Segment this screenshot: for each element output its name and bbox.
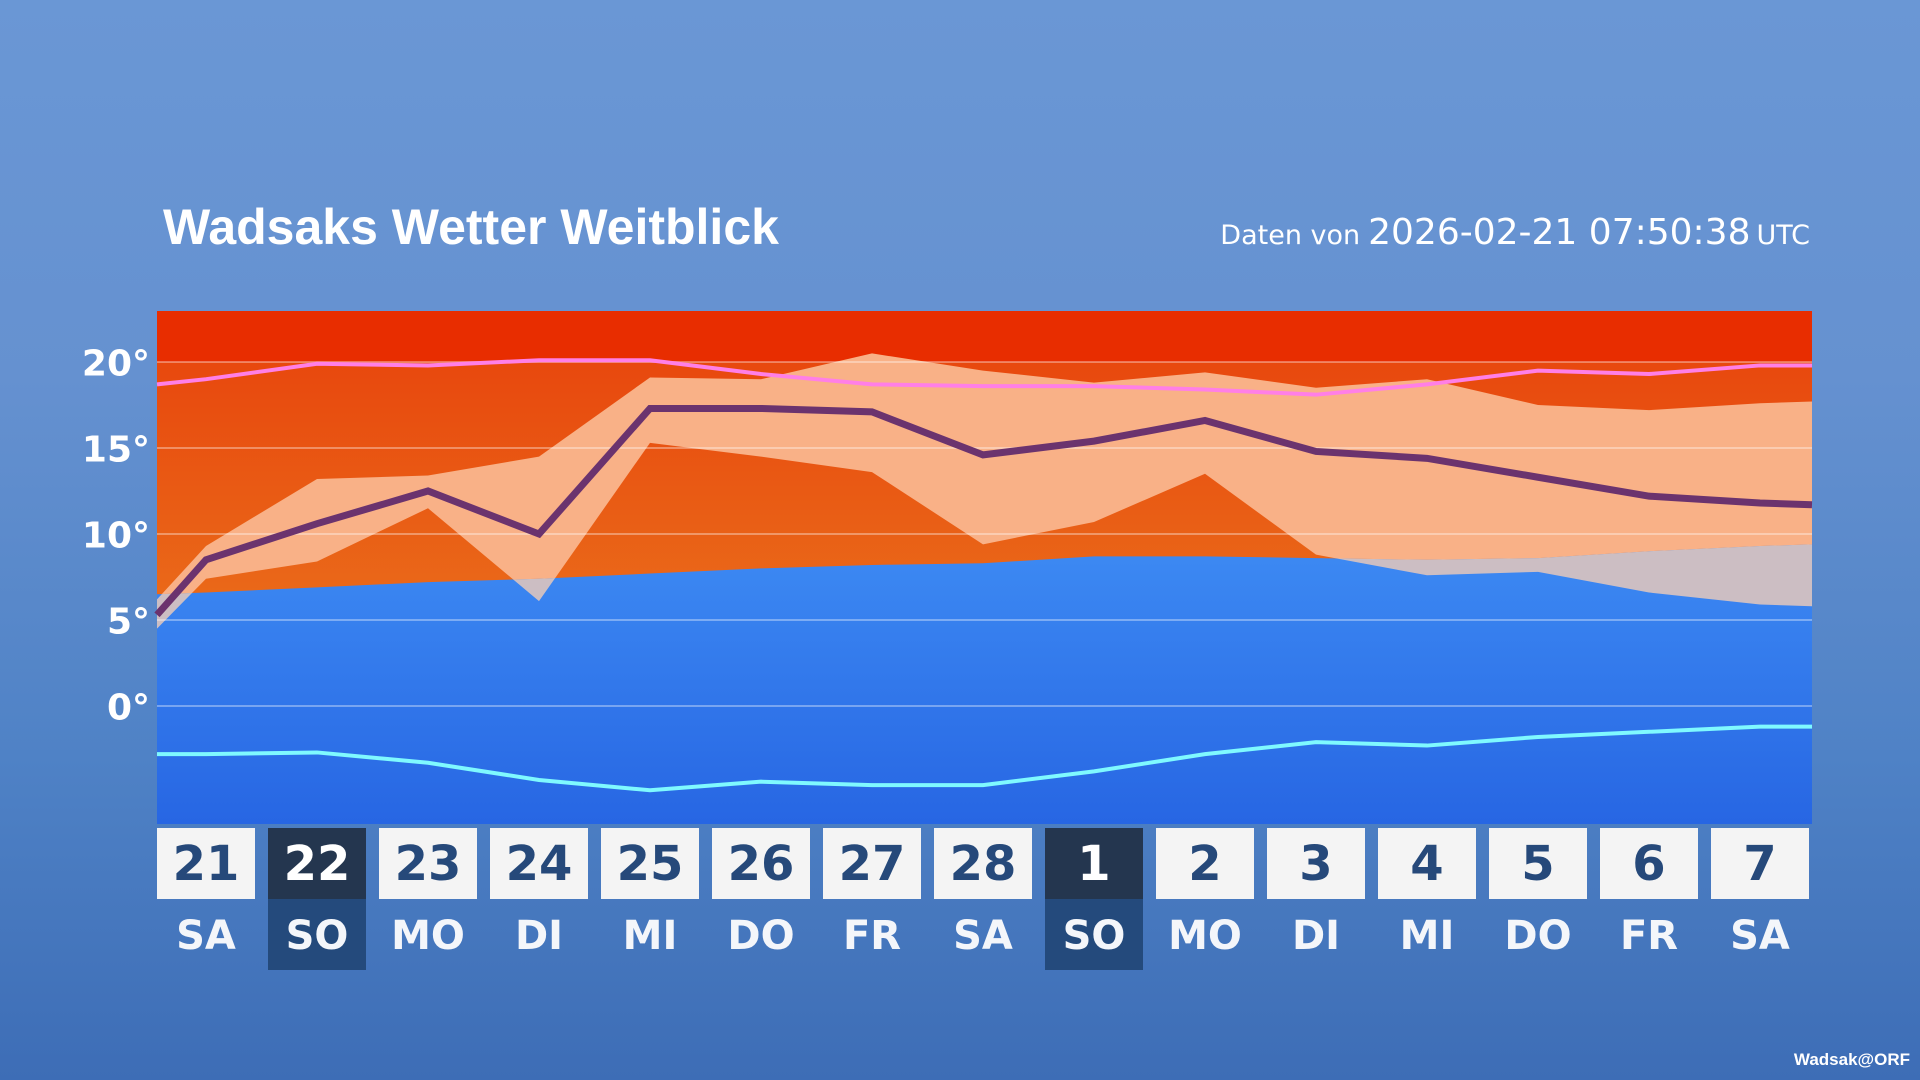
day-column: 6 FR [1600, 828, 1698, 970]
day-column: 1 SO [1045, 828, 1143, 970]
day-column: 2 MO [1156, 828, 1254, 970]
day-weekday: SO [268, 899, 366, 970]
day-date: 5 [1489, 828, 1587, 899]
day-weekday: DO [727, 913, 795, 959]
day-date: 28 [934, 828, 1032, 899]
day-weekday: FR [1619, 913, 1679, 959]
day-date: 22 [268, 828, 366, 899]
watermark: Wadsak@ORF [1793, 1050, 1910, 1069]
y-tick-label: 10° [81, 515, 150, 557]
day-column: 28 SA [934, 828, 1032, 970]
day-weekday: MO [391, 913, 465, 959]
data-label: Daten von [1220, 220, 1361, 251]
day-weekday: SA [1730, 913, 1790, 959]
data-timestamp: Daten von 2026-02-21 07:50:38 UTC [1220, 212, 1810, 253]
day-weekday: DI [514, 913, 564, 959]
day-column: 7 SA [1711, 828, 1809, 970]
day-date: 1 [1045, 828, 1143, 899]
day-weekday: MO [1168, 913, 1242, 959]
page-title: Wadsaks Wetter Weitblick [163, 199, 779, 255]
day-column: 3 DI [1267, 828, 1365, 970]
day-column: 24 DI [490, 828, 588, 970]
y-tick-label: 5° [106, 601, 150, 643]
y-tick-label: 20° [81, 343, 150, 385]
day-date: 24 [490, 828, 588, 899]
day-column: 4 MI [1378, 828, 1476, 970]
day-weekday: FR [842, 913, 902, 959]
day-column: 27 FR [823, 828, 921, 970]
day-column: 22 SO [268, 828, 366, 970]
day-date: 7 [1711, 828, 1809, 899]
day-date: 25 [601, 828, 699, 899]
day-date: 6 [1600, 828, 1698, 899]
day-date: 3 [1267, 828, 1365, 899]
day-column: 21 SA [157, 828, 255, 970]
day-weekday: SA [953, 913, 1013, 959]
day-weekday: MI [622, 913, 678, 959]
day-date: 26 [712, 828, 810, 899]
day-column: 23 MO [379, 828, 477, 970]
timezone: UTC [1756, 220, 1810, 251]
cold-area [157, 544, 1812, 824]
day-column: 5 DO [1489, 828, 1587, 970]
day-date: 27 [823, 828, 921, 899]
range-band-overlap [157, 544, 1812, 629]
day-weekday: DI [1291, 913, 1341, 959]
day-weekday: DO [1504, 913, 1572, 959]
day-weekday: SA [176, 913, 236, 959]
day-weekday: MI [1399, 913, 1455, 959]
timestamp-value: 2026-02-21 07:50:38 [1368, 212, 1751, 253]
day-column: 26 DO [712, 828, 810, 970]
day-weekday: SO [1045, 899, 1143, 970]
day-column: 25 MI [601, 828, 699, 970]
y-tick-label: 0° [106, 687, 150, 729]
day-date: 2 [1156, 828, 1254, 899]
day-date: 21 [157, 828, 255, 899]
y-tick-label: 15° [81, 429, 150, 471]
day-date: 23 [379, 828, 477, 899]
day-date: 4 [1378, 828, 1476, 899]
hot-zone [157, 311, 1812, 362]
